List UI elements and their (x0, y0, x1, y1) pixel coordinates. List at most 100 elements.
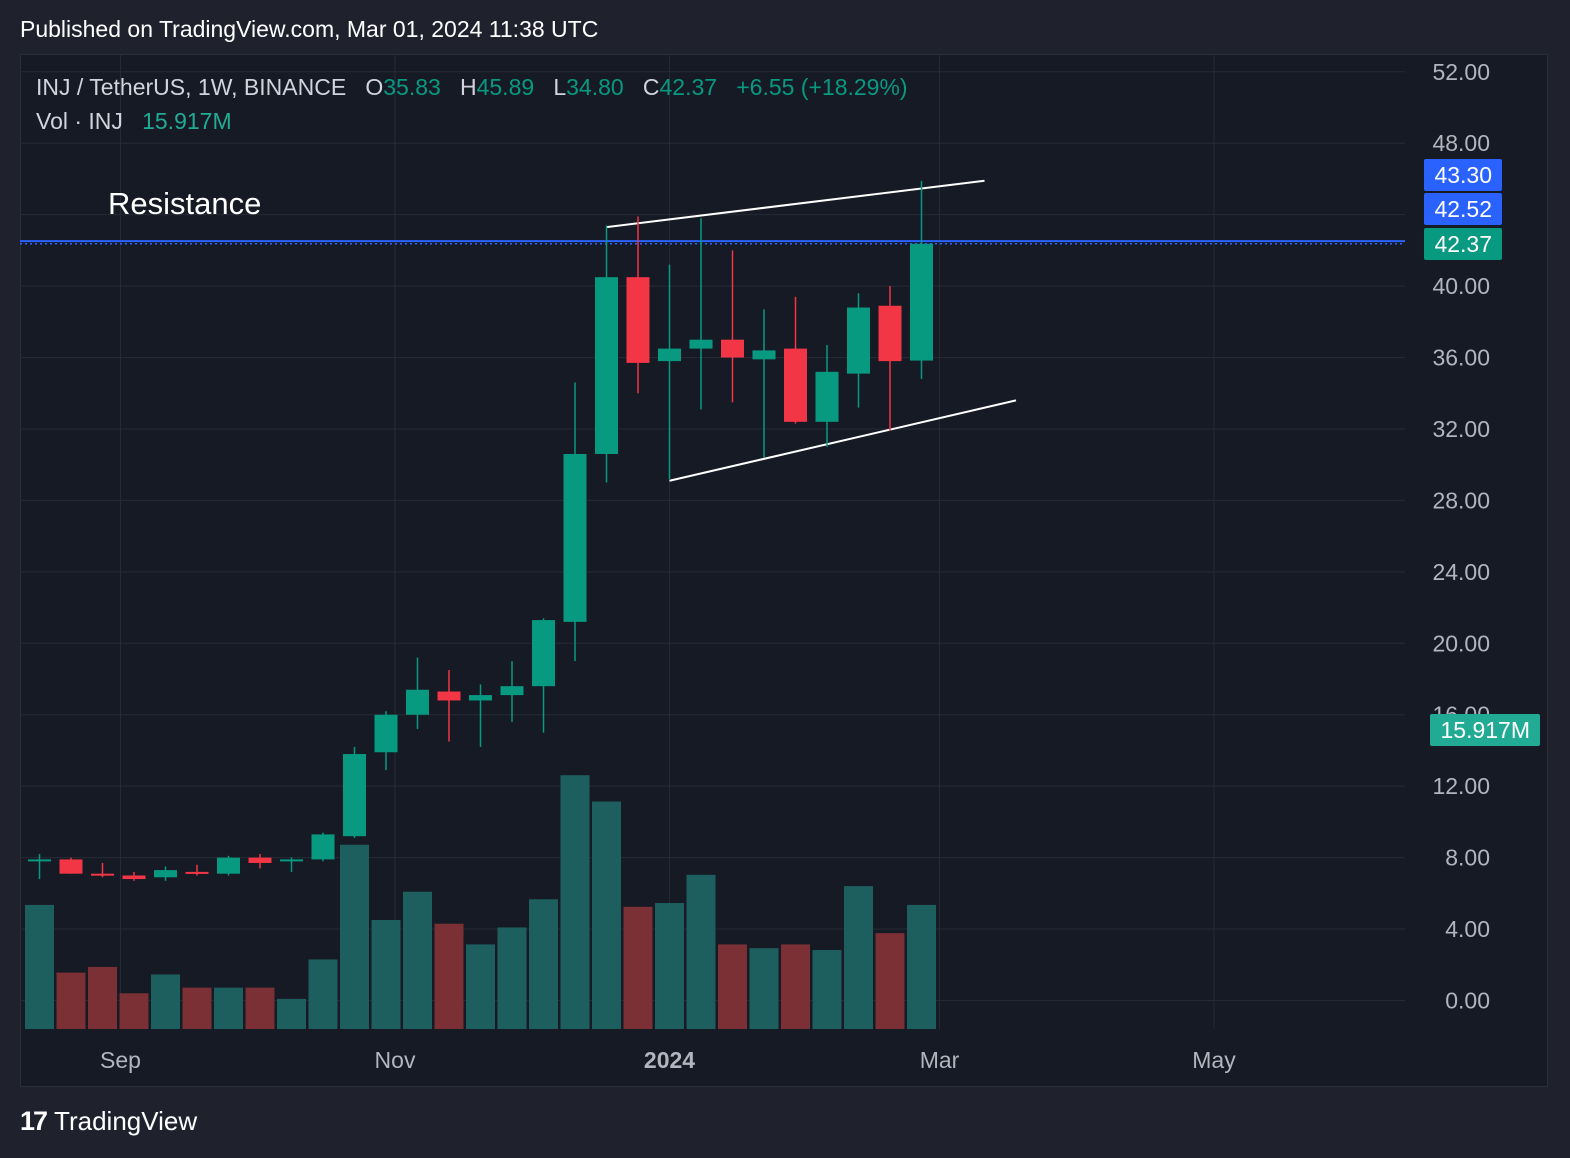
candle-body (217, 857, 240, 874)
y-tick-label: 20.00 (1432, 630, 1490, 656)
published-header: Published on TradingView.com, Mar 01, 20… (20, 16, 599, 42)
candle-body (500, 686, 524, 696)
chart-panel[interactable] (20, 54, 1548, 1087)
candle-body (847, 307, 870, 374)
candle-body (469, 695, 492, 701)
volume-bar (308, 959, 338, 1029)
high-value: 45.89 (476, 74, 535, 100)
volume-bar (875, 933, 905, 1029)
volume-bar (592, 801, 621, 1029)
candle-body (752, 350, 776, 360)
volume-bar (812, 950, 842, 1029)
change-value: +6.55 (+18.29%) (736, 74, 908, 100)
candle (374, 711, 398, 771)
y-tick-label: 8.00 (1445, 845, 1490, 871)
candle-body (878, 305, 902, 362)
high-label: H (459, 74, 477, 100)
last-price-tag: 42.37 (1424, 227, 1502, 260)
candle-body (374, 714, 398, 753)
candle-body (563, 453, 587, 622)
candlestick-chart[interactable]: 52.0048.0044.0040.0036.0032.0028.0024.00… (20, 54, 1548, 1087)
volume-bar (88, 966, 117, 1029)
candle (752, 309, 776, 458)
volume-bar (277, 998, 306, 1029)
volume-bars (25, 775, 936, 1029)
low-label: L (553, 74, 567, 100)
volume-label[interactable]: Vol · INJ (36, 108, 123, 134)
volume-bar (403, 891, 432, 1029)
volume-tag: 15.917M (1430, 713, 1540, 746)
candle-body (311, 834, 335, 860)
y-tick-label: 4.00 (1445, 916, 1490, 942)
candle (154, 866, 177, 881)
candle (563, 382, 587, 662)
volume-bar (151, 974, 180, 1029)
candle (595, 225, 618, 483)
volume-bar (340, 844, 369, 1029)
volume-bar (529, 899, 558, 1029)
candle (280, 857, 303, 872)
price-tag-43-30: 43.30 (1424, 158, 1502, 191)
y-tick-label: 28.00 (1432, 487, 1490, 513)
tradingview-logo-icon: 17 (20, 1106, 48, 1136)
candle (91, 862, 114, 878)
candle-body (406, 689, 429, 715)
candle (847, 293, 870, 408)
x-tick-label: Sep (100, 1047, 141, 1073)
y-tick-label: 24.00 (1432, 559, 1490, 585)
candle-body (28, 859, 51, 862)
volume-bar (25, 904, 54, 1029)
y-tick-label: 52.00 (1432, 59, 1490, 85)
candle (626, 216, 650, 394)
candle-body (91, 873, 114, 876)
candle (721, 250, 744, 403)
x-tick-label: Mar (920, 1047, 960, 1073)
candle-body (437, 691, 461, 701)
volume-bar (119, 993, 149, 1029)
candle (311, 832, 335, 862)
x-tick-label: May (1192, 1047, 1236, 1073)
candle (437, 670, 461, 742)
trendline-lower (669, 399, 1017, 482)
volume-bar (182, 987, 212, 1029)
x-tick-label: Nov (375, 1047, 416, 1073)
candle-body (122, 875, 146, 880)
candle (122, 871, 146, 881)
y-tick-label: 40.00 (1432, 273, 1490, 299)
candle-body (784, 348, 807, 422)
candle-body (343, 754, 366, 837)
volume-bar (686, 874, 716, 1029)
candles (28, 180, 933, 881)
ohlc-row: INJ / TetherUS, 1W, BINANCE O35.83 H45.8… (36, 72, 908, 106)
candle-body (910, 243, 933, 361)
y-tick-label: 36.00 (1432, 345, 1490, 371)
y-tick-label: 0.00 (1445, 988, 1490, 1014)
candle-body (154, 870, 177, 878)
candle (343, 746, 366, 838)
candle (469, 684, 492, 747)
chart-legend: INJ / TetherUS, 1W, BINANCE O35.83 H45.8… (36, 72, 908, 140)
price-tag-42-52: 42.52 (1424, 192, 1502, 225)
open-value: 35.83 (383, 74, 441, 100)
volume-bar (371, 919, 401, 1029)
volume-bar (560, 775, 590, 1029)
volume-bar (214, 987, 243, 1029)
volume-bar (56, 972, 86, 1029)
candle-body (595, 277, 618, 454)
trendline-upper (606, 179, 985, 229)
candle (784, 296, 807, 424)
candle (248, 854, 272, 869)
volume-bar (623, 906, 653, 1029)
candle-body (280, 859, 303, 862)
low-value: 34.80 (566, 74, 624, 100)
symbol-label[interactable]: INJ / TetherUS, 1W, BINANCE (36, 74, 347, 100)
candle-body (721, 339, 744, 358)
volume-bar (907, 904, 936, 1029)
y-tick-label: 48.00 (1432, 130, 1490, 156)
volume-row: Vol · INJ 15.917M (36, 106, 908, 140)
tradingview-logo[interactable]: 17 TradingView (20, 1106, 197, 1137)
candle (500, 661, 524, 722)
candle (815, 345, 839, 447)
open-label: O (365, 74, 384, 100)
volume-bar (718, 944, 747, 1029)
